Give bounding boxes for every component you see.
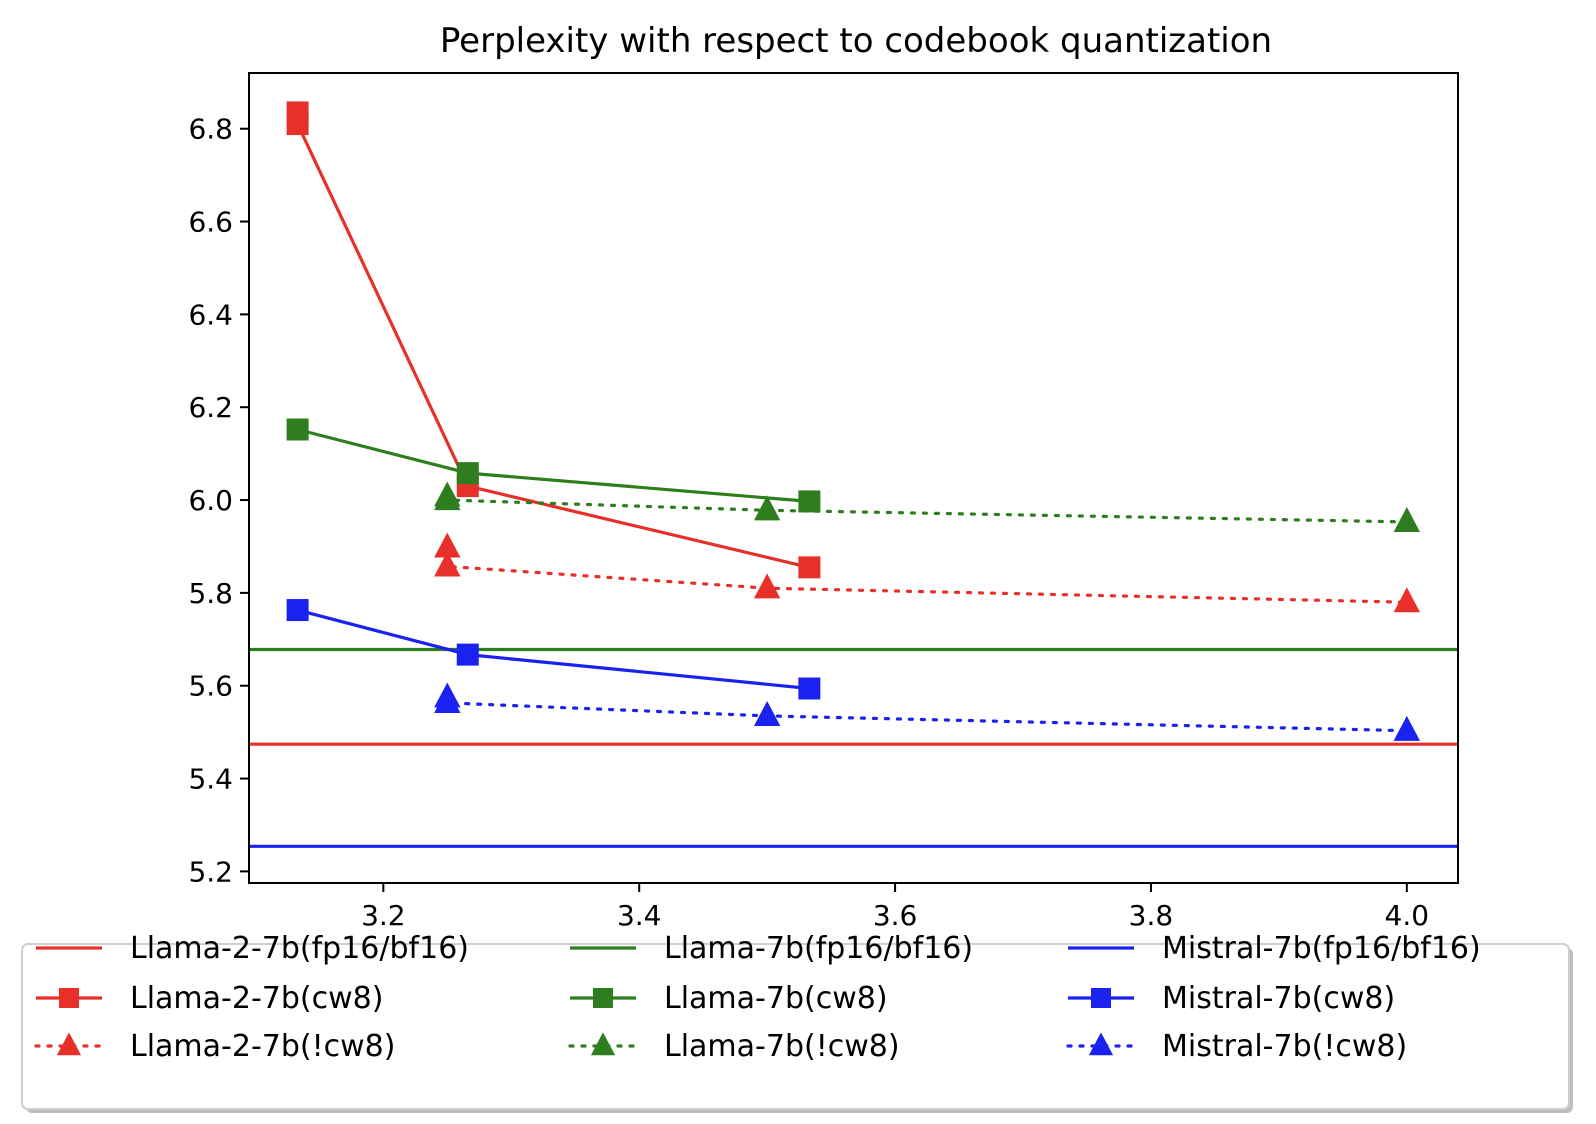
- legend-item-mistral-fp16: Mistral-7b(fp16/bf16): [1068, 931, 1481, 966]
- legend-label-llama-cw8: Llama-7b(cw8): [664, 981, 888, 1016]
- legend-marker-llama2-cw8: [59, 988, 79, 1008]
- data-point-mistral-cw8: [456, 643, 479, 666]
- data-point-llama-ncw8: [434, 485, 461, 511]
- data-point-mistral-ncw8: [434, 688, 461, 713]
- data-point-llama2-cw8: [798, 556, 821, 579]
- data-point-llama-cw8: [798, 490, 821, 513]
- data-point-llama-cw8: [456, 462, 479, 485]
- x-axis: 3.2 3.4 3.6 3.8 4.0: [361, 883, 1429, 932]
- x-tick-label: 3.8: [1129, 899, 1174, 932]
- legend-label-llama2-fp16: Llama-2-7b(fp16/bf16): [130, 931, 469, 966]
- legend-marker-llama2-ncw8: [56, 1032, 82, 1056]
- x-tick-label: 3.2: [361, 899, 406, 932]
- legend-label-llama-fp16: Llama-7b(fp16/bf16): [664, 931, 973, 966]
- data-point-mistral-cw8: [286, 599, 309, 622]
- legend-marker-llama-ncw8: [590, 1032, 616, 1056]
- legend: Llama-2-7b(fp16/bf16) Llama-7b(fp16/bf16)…: [21, 931, 1570, 1110]
- data-point-llama2-ncw8: [753, 573, 781, 599]
- legend-marker-mistral-ncw8: [1088, 1032, 1114, 1056]
- legend-box: [21, 943, 1570, 1110]
- x-tick-label: 3.6: [873, 899, 918, 932]
- data-point-mistral-ncw8: [1393, 715, 1421, 741]
- legend-item-mistral-cw8: Mistral-7b(cw8): [1068, 981, 1395, 1016]
- data-point-llama2-ncw8: [1393, 587, 1421, 613]
- y-tick-label: 6.2: [188, 391, 233, 424]
- legend-label-mistral-ncw8: Mistral-7b(!cw8): [1162, 1029, 1407, 1064]
- data-point-llama2-ncw8: [434, 551, 461, 577]
- y-tick-label: 5.2: [188, 855, 233, 888]
- legend-item-llama-fp16: Llama-7b(fp16/bf16): [570, 931, 973, 966]
- data-point-llama2-ncw8: [434, 532, 461, 558]
- legend-marker-mistral-cw8: [1091, 988, 1111, 1008]
- series-llama2-cw8: [286, 101, 821, 579]
- y-tick-label: 6.6: [188, 206, 233, 239]
- y-tick-label: 5.8: [188, 577, 233, 610]
- legend-label-llama2-cw8: Llama-2-7b(cw8): [130, 981, 383, 1016]
- plot-area: [249, 73, 1458, 883]
- series-llama-cw8: [286, 418, 821, 513]
- y-tick-label: 5.6: [188, 670, 233, 703]
- series-llama-ncw8: [434, 481, 1421, 532]
- legend-item-llama2-ncw8: Llama-2-7b(!cw8): [34, 1029, 395, 1064]
- legend-item-llama-ncw8: Llama-7b(!cw8): [568, 1029, 900, 1064]
- y-axis: 5.2 5.4 5.6 5.8 6.0 6.2 6.4 6.6 6.8: [188, 113, 249, 888]
- data-point-llama2-cw8: [286, 113, 309, 136]
- x-tick-label: 4.0: [1385, 899, 1430, 932]
- data-point-mistral-ncw8: [753, 701, 781, 726]
- legend-marker-llama-cw8: [593, 988, 613, 1008]
- legend-label-mistral-fp16: Mistral-7b(fp16/bf16): [1162, 931, 1481, 966]
- y-tick-label: 6.4: [188, 298, 233, 331]
- y-tick-label: 6.0: [188, 484, 233, 517]
- data-point-llama-ncw8: [1393, 506, 1421, 532]
- series-llama2-ncw8: [434, 532, 1421, 613]
- x-tick-label: 3.4: [617, 899, 662, 932]
- legend-item-llama2-cw8: Llama-2-7b(cw8): [36, 981, 383, 1016]
- chart-title: Perplexity with respect to codebook quan…: [440, 21, 1272, 61]
- data-point-llama-cw8: [286, 418, 309, 441]
- legend-label-llama-ncw8: Llama-7b(!cw8): [664, 1029, 900, 1064]
- legend-label-llama2-ncw8: Llama-2-7b(!cw8): [130, 1029, 395, 1064]
- series-mistral-ncw8: [434, 682, 1421, 741]
- y-tick-label: 5.4: [188, 763, 233, 796]
- data-point-llama-ncw8: [753, 495, 781, 521]
- plot-frame: [248, 72, 1459, 884]
- legend-label-mistral-cw8: Mistral-7b(cw8): [1162, 981, 1395, 1016]
- legend-item-mistral-ncw8: Mistral-7b(!cw8): [1066, 1029, 1407, 1064]
- legend-item-llama-cw8: Llama-7b(cw8): [570, 981, 888, 1016]
- y-tick-label: 6.8: [188, 113, 233, 146]
- data-point-mistral-cw8: [798, 677, 821, 700]
- legend-item-llama2-fp16: Llama-2-7b(fp16/bf16): [36, 931, 469, 966]
- series-mistral-cw8: [286, 599, 821, 700]
- series-line-llama2-ncw8: [445, 545, 1409, 604]
